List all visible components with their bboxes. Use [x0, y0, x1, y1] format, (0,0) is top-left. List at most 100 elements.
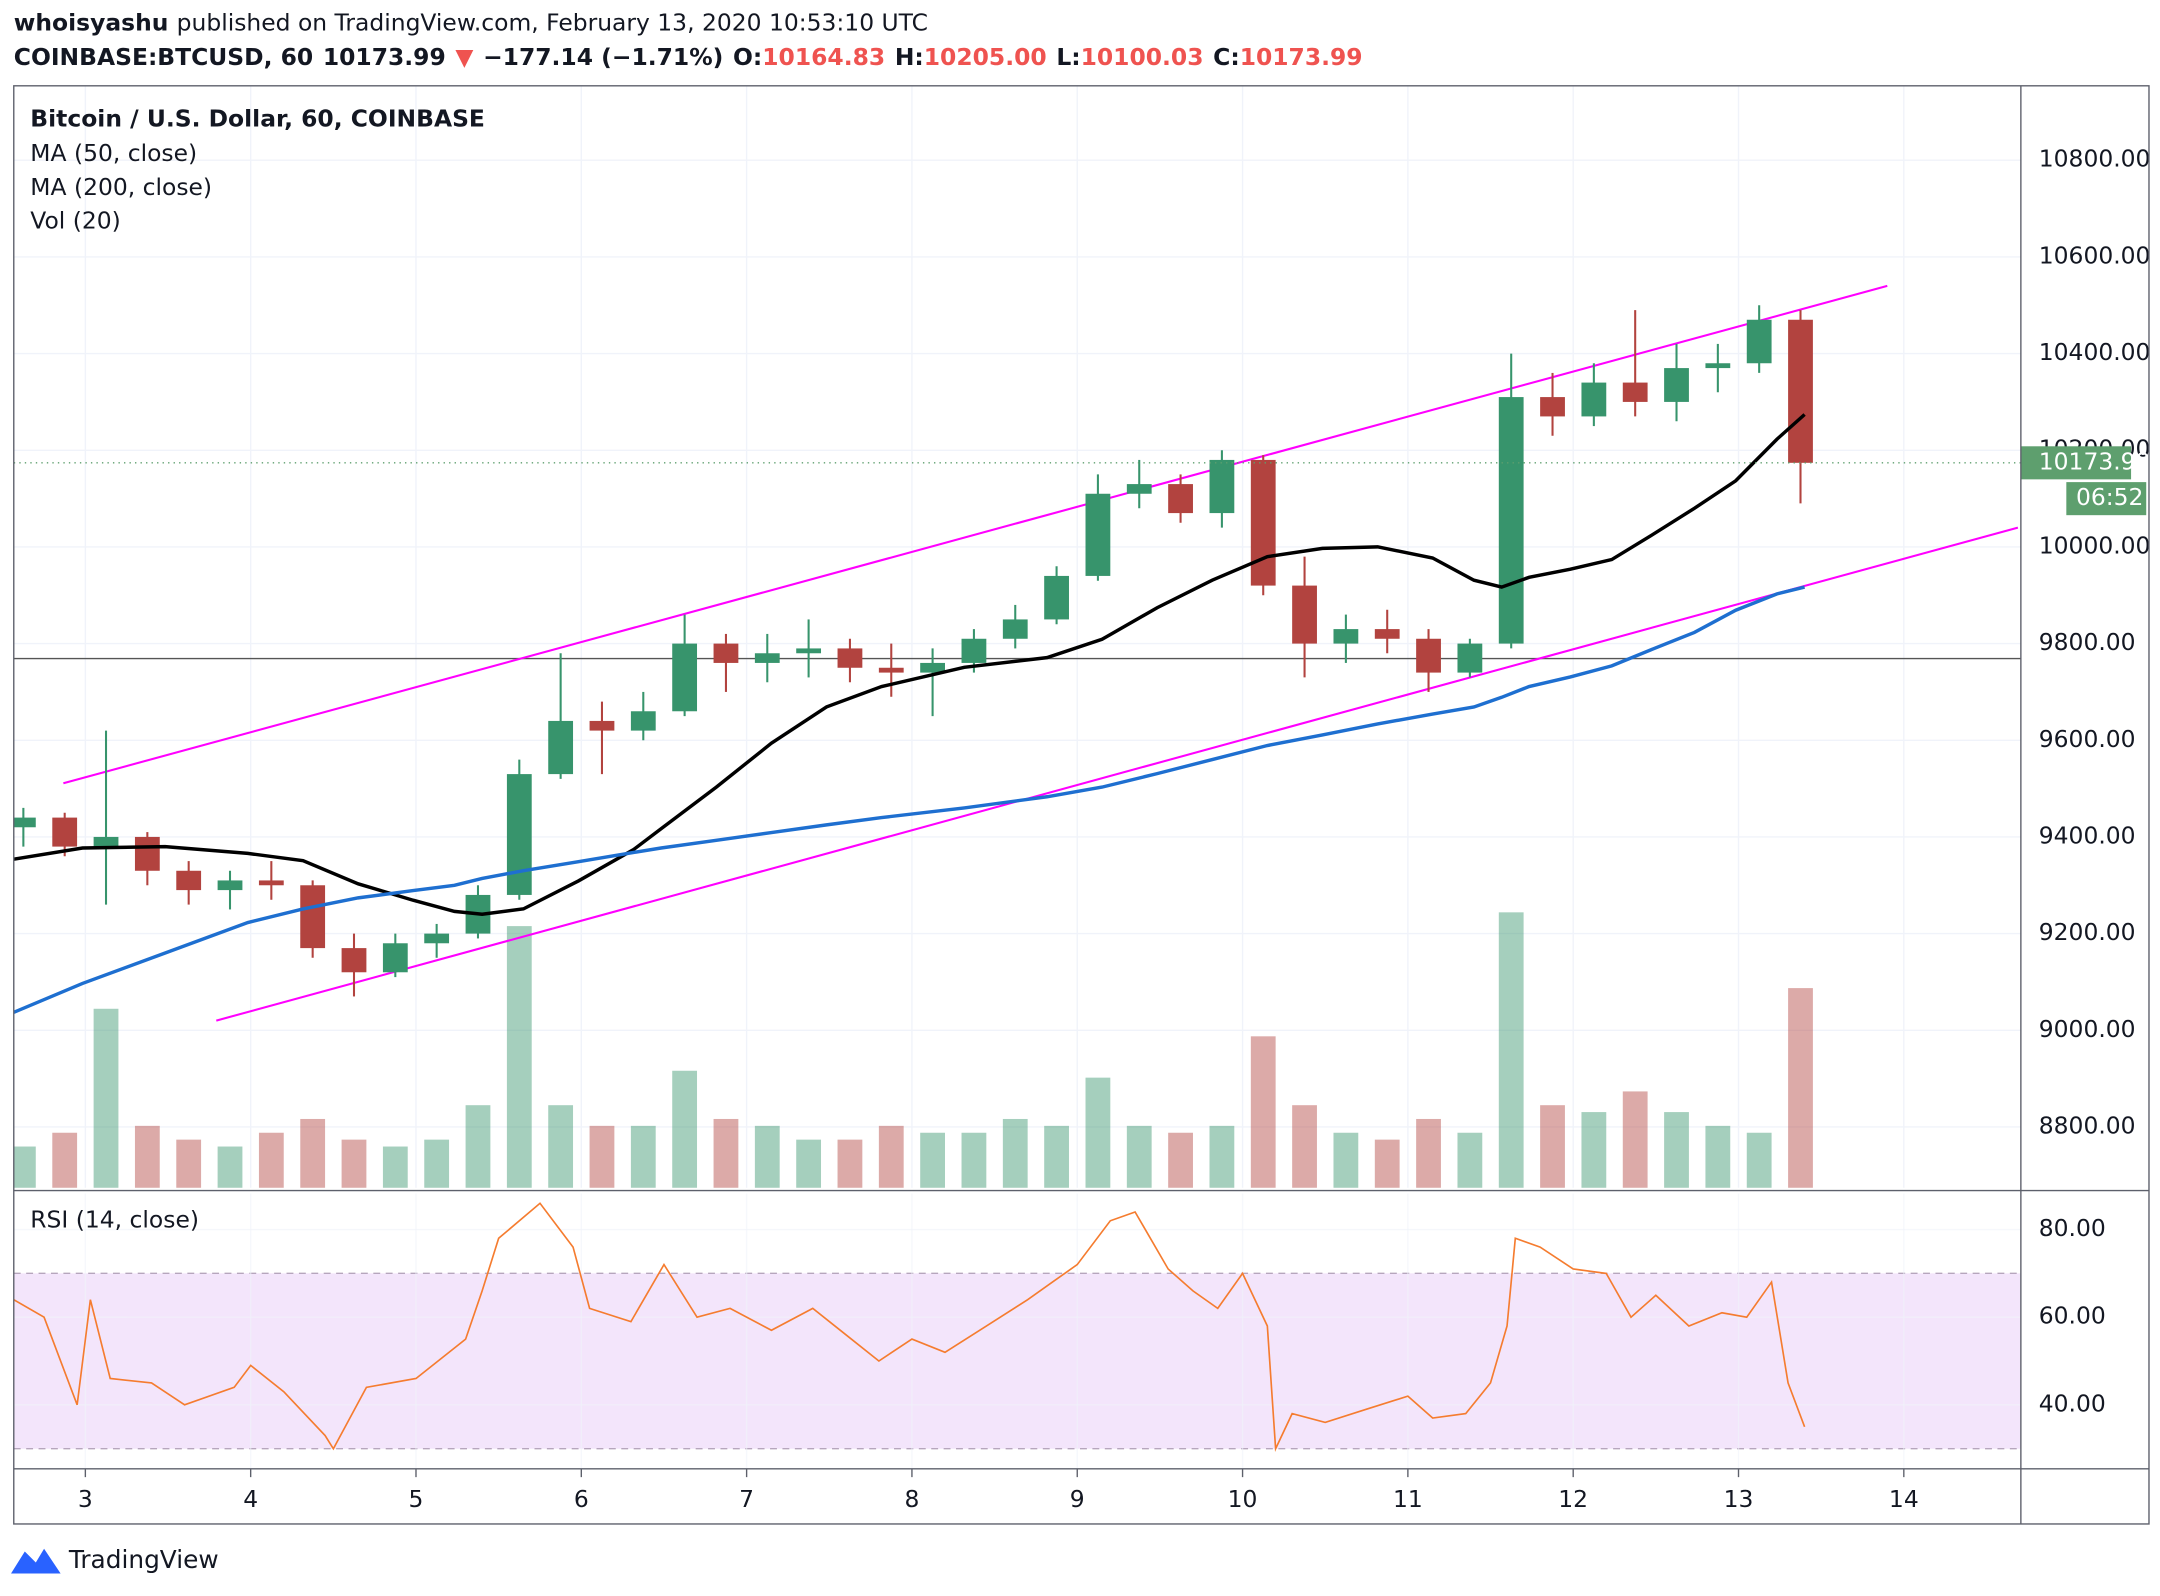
volume-bar — [1540, 1105, 1565, 1188]
candle-body — [796, 648, 822, 654]
volume-bar — [1498, 912, 1524, 1188]
ma-line — [13, 413, 1806, 916]
candle-body — [1044, 575, 1069, 620]
quote-part: L: — [1056, 43, 1080, 71]
volume-bar — [217, 1146, 243, 1188]
candle-body — [548, 720, 574, 775]
volume-bar — [1664, 1112, 1689, 1188]
volume-bar — [754, 1125, 780, 1188]
volume-bar — [1622, 1091, 1648, 1188]
y-tick-label: 10000.00 — [2039, 531, 2151, 559]
volume-bar — [1002, 1118, 1028, 1188]
volume-bar — [548, 1105, 574, 1188]
price-pane — [13, 85, 2021, 1188]
volume-bar — [837, 1139, 863, 1188]
x-tick-label: 5 — [409, 1485, 424, 1513]
rsi-line — [13, 1202, 1806, 1452]
quote-part: H: — [895, 43, 924, 71]
candle-body — [1333, 629, 1359, 644]
volume-bar — [424, 1139, 450, 1188]
legend-entry: Vol (20) — [30, 207, 121, 235]
volume-bar — [382, 1146, 408, 1188]
quote-part: 10100.03 — [1081, 43, 1204, 71]
volume-bar — [796, 1139, 822, 1188]
candle-body — [1664, 368, 1689, 402]
candle-body — [424, 933, 450, 944]
volume-bar — [13, 1146, 36, 1188]
volume-bar — [589, 1125, 615, 1188]
x-tick-label: 8 — [904, 1485, 919, 1513]
candle-body — [672, 643, 698, 712]
quote-line: COINBASE:BTCUSD, 60 10173.99 ▼ −177.14 (−1.… — [14, 43, 1363, 71]
quote-part: C: — [1213, 43, 1240, 71]
quote-part: 10164.83 — [762, 43, 885, 71]
volume-bar — [1457, 1132, 1483, 1188]
candle-body — [52, 817, 78, 847]
volume-bar — [1292, 1105, 1317, 1188]
volume-bar — [341, 1139, 367, 1188]
candle-body — [630, 711, 656, 731]
candle-body — [1581, 382, 1607, 417]
candle-body — [1705, 363, 1731, 369]
candle-body — [341, 948, 367, 973]
volume-bar — [1705, 1125, 1731, 1188]
candle-body — [1457, 643, 1483, 673]
quote-part: −177.14 (−1.71%) — [483, 43, 723, 71]
y-tick-label: 9000.00 — [2039, 1015, 2136, 1043]
y-tick-label: 10400.00 — [2039, 338, 2151, 366]
ma-line — [13, 585, 1806, 1014]
volume-bar — [672, 1070, 698, 1188]
y-tick-label: 8800.00 — [2039, 1111, 2136, 1139]
volume-bar — [176, 1139, 202, 1188]
y-tick-label: 10800.00 — [2039, 145, 2151, 173]
candle-body — [1085, 493, 1111, 576]
quote-part: 10173.99 — [1240, 43, 1363, 71]
volume-bar — [1581, 1112, 1607, 1188]
x-tick-label: 11 — [1393, 1485, 1423, 1513]
x-tick-label: 3 — [78, 1485, 93, 1513]
candle-body — [258, 880, 284, 886]
x-tick-label: 12 — [1558, 1485, 1588, 1513]
legend-entry: MA (50, close) — [30, 139, 197, 167]
volume-bar — [1044, 1125, 1069, 1188]
candle-body — [134, 836, 160, 871]
author: whoisyashu — [14, 8, 169, 36]
candle-body — [382, 943, 408, 973]
candle-body — [176, 870, 202, 891]
x-tick-label: 13 — [1724, 1485, 1754, 1513]
y-tick-label: 10600.00 — [2039, 241, 2151, 269]
candle-body — [1126, 484, 1152, 494]
trend-line — [216, 526, 2019, 1022]
y-tick-label: 9600.00 — [2039, 725, 2136, 753]
candle-body — [1168, 484, 1193, 514]
volume-bar — [134, 1125, 160, 1188]
candle-body — [1746, 319, 1772, 364]
y-tick-label: 9800.00 — [2039, 628, 2136, 656]
volume-bar — [506, 926, 532, 1188]
candle-body — [300, 885, 326, 949]
candle-body — [1540, 397, 1565, 417]
legend-entry: MA (200, close) — [30, 173, 212, 201]
candle-body — [1002, 619, 1028, 639]
rsi-pane — [13, 1193, 2021, 1469]
candle-body — [961, 638, 987, 663]
candle-body — [878, 667, 904, 673]
quote-part: O: — [733, 43, 762, 71]
price-tag-label: 10173.99 — [2039, 447, 2151, 475]
countdown-tag — [2066, 482, 2147, 516]
frame — [13, 85, 2150, 1525]
candle-body — [1788, 319, 1813, 463]
pane-title: Bitcoin / U.S. Dollar, 60, COINBASE — [30, 105, 485, 133]
volume-bar — [1788, 988, 1813, 1188]
x-tick-label: 10 — [1228, 1485, 1258, 1513]
quote-part: COINBASE:BTCUSD, 60 — [14, 43, 313, 71]
axes: 8800.00 9000.00 9200.00 9400.00 9600.00 9800.… — [30, 105, 2150, 1513]
x-tick-label: 9 — [1070, 1485, 1085, 1513]
volume-bar — [630, 1125, 656, 1188]
volume-bar — [1085, 1077, 1111, 1188]
published-line: published on TradingView.com, February 1… — [177, 8, 928, 36]
trend-line — [63, 284, 1888, 785]
volume-bar — [52, 1132, 78, 1188]
y-tick-label: 9400.00 — [2039, 821, 2136, 849]
